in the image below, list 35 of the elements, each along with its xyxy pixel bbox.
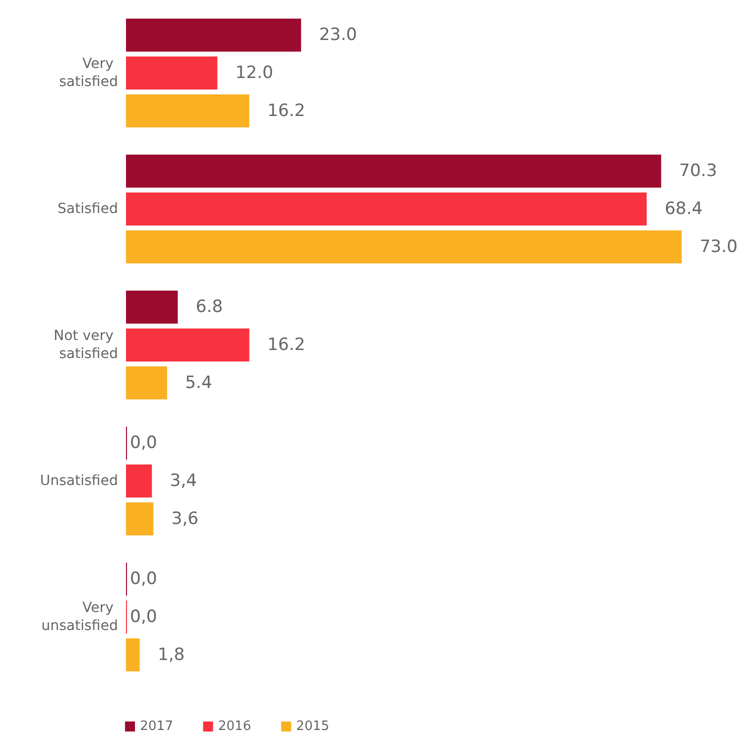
y-tick-label: Unsatisfied	[40, 473, 118, 489]
data-label: 6.8	[196, 297, 223, 318]
y-tick-label: Very unsatisfied	[41, 600, 118, 634]
bar	[126, 56, 218, 90]
y-tick-label: Satisfied	[58, 201, 118, 217]
legend-label: 2017	[140, 719, 174, 734]
data-label: 68.4	[664, 199, 703, 219]
bar	[126, 638, 140, 672]
bar	[126, 464, 152, 498]
bar	[126, 230, 682, 264]
data-label: 12.0	[235, 63, 274, 83]
data-label: 73.0	[700, 236, 738, 257]
data-label: 16.2	[267, 100, 306, 121]
bar	[126, 502, 154, 536]
bar	[126, 192, 647, 226]
bar	[126, 94, 250, 128]
data-label: 3,4	[170, 471, 197, 491]
bar	[126, 366, 168, 400]
data-label: 3,6	[171, 508, 198, 529]
bar	[126, 18, 302, 52]
data-label: 5.4	[185, 372, 212, 393]
bar	[126, 290, 178, 324]
bar	[126, 328, 250, 362]
legend-label: 2016	[218, 719, 252, 734]
y-tick-label: Very satisfied	[59, 56, 118, 90]
data-label: 0,0	[130, 569, 158, 590]
data-label: 0,0	[130, 607, 158, 627]
data-label: 0,0	[130, 433, 158, 454]
legend-label: 2015	[296, 719, 330, 734]
data-label: 16.2	[267, 335, 306, 355]
y-tick-label: Not very satisfied	[54, 328, 118, 362]
data-label: 1,8	[158, 644, 185, 665]
bar	[126, 154, 662, 188]
data-label: 23.0	[319, 25, 357, 46]
data-label: 70.3	[679, 161, 718, 182]
